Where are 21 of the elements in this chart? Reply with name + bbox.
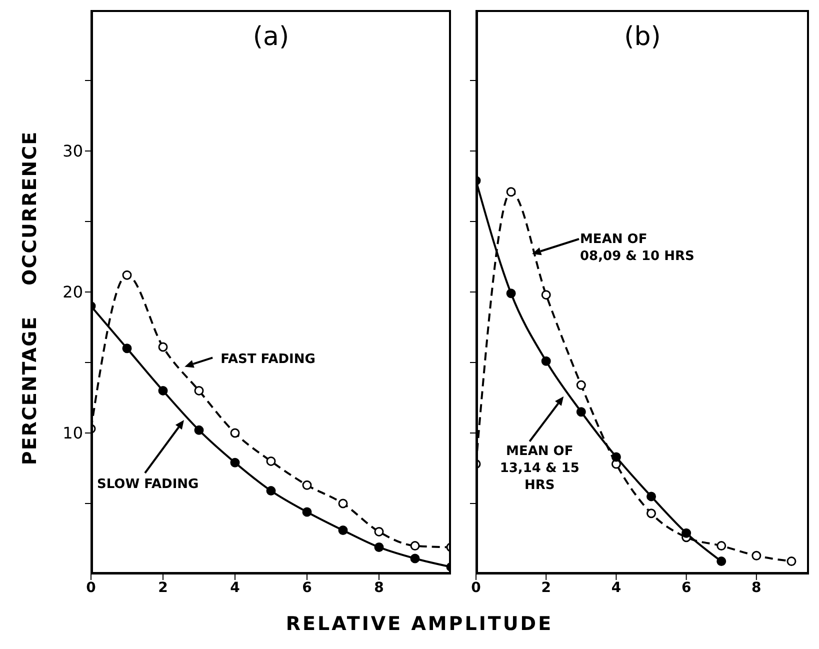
x-axis-title: RELATIVE AMPLITUDE: [284, 613, 554, 635]
y-tick-label: 30: [62, 142, 83, 161]
x-tick-label: 4: [230, 580, 240, 596]
x-tick-label: 6: [302, 580, 312, 596]
x-tick-label: 8: [374, 580, 384, 596]
annotation: MEAN OF 13,14 & 15 HRS: [500, 443, 580, 494]
x-tick-label: 8: [752, 580, 762, 596]
x-tick-label: 4: [611, 580, 622, 596]
annotation: SLOW FADING: [97, 476, 199, 493]
x-tick-label: 2: [158, 580, 168, 596]
y-axis-title: PERCENTAGE OCCURRENCE: [19, 130, 41, 466]
y-tick-label: 20: [62, 282, 83, 302]
annotation: FAST FADING: [220, 350, 316, 368]
annotation: MEAN OF 08,09 & 10 HRS: [580, 231, 694, 265]
x-tick-label: 0: [471, 580, 482, 596]
text: (a): [252, 22, 290, 52]
x-tick-label: 6: [681, 580, 692, 596]
y-tick-label: 10: [62, 424, 83, 443]
x-tick-label: 2: [541, 580, 551, 596]
text: (b): [623, 22, 662, 52]
x-tick-label: 0: [86, 580, 96, 596]
